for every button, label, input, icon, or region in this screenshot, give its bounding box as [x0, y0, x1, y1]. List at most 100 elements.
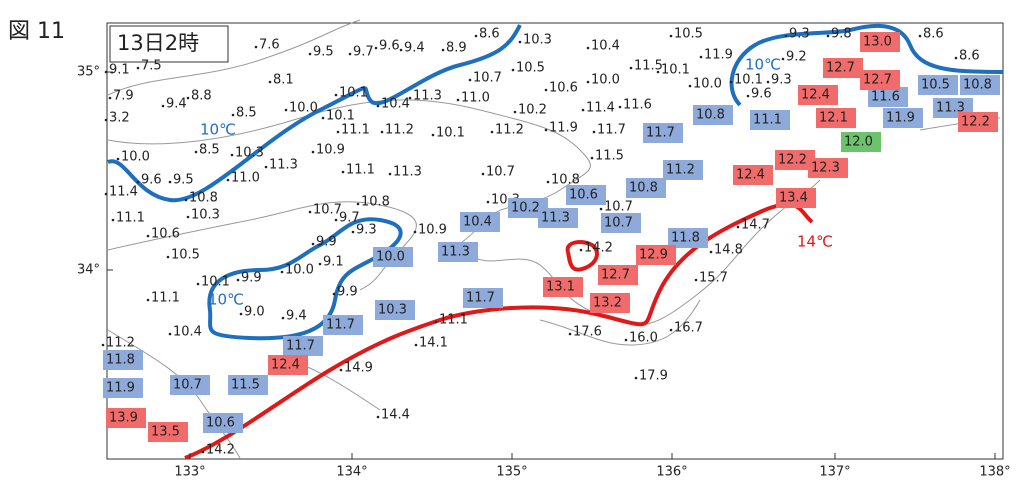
station-box — [323, 315, 363, 335]
station-value: 11.3 — [936, 101, 965, 116]
station-value: 12.7 — [826, 61, 855, 76]
station-dot — [513, 110, 517, 114]
station-dot — [161, 104, 165, 108]
station-dot — [376, 104, 380, 108]
station-dot — [388, 172, 392, 176]
station-value: 12.7 — [601, 268, 630, 283]
station-box — [823, 58, 863, 78]
station-value: 10.0 — [285, 263, 314, 278]
station-dot — [166, 255, 170, 259]
station-value: 9.6 — [141, 173, 162, 188]
station-value: 11.3 — [269, 158, 298, 173]
station-value: 9.3 — [771, 73, 792, 88]
station-dot — [236, 278, 240, 282]
isotherm-label: 14℃ — [797, 233, 833, 251]
station-value: 8.6 — [479, 27, 500, 42]
station-dot — [268, 80, 272, 84]
station-dot — [781, 57, 785, 61]
station-value: 11.7 — [646, 126, 675, 141]
station-value: 10.8 — [696, 108, 725, 123]
station-dot — [581, 108, 585, 112]
station-dot — [456, 98, 460, 102]
station-dot — [341, 170, 345, 174]
lon-label: 137° — [819, 465, 850, 480]
station-box — [170, 375, 210, 395]
station-box — [375, 300, 415, 320]
station-value: 11.6 — [623, 98, 652, 113]
station-dot — [348, 52, 352, 56]
station-dot — [104, 70, 108, 74]
station-value: 7.6 — [259, 38, 280, 53]
station-value: 11.0 — [231, 171, 260, 186]
station-value: 10.1 — [436, 126, 465, 141]
figure-label: 図 11 — [8, 19, 65, 44]
station-dot — [239, 312, 243, 316]
station-value: 10.9 — [418, 223, 447, 238]
station-value: 11.7 — [466, 291, 495, 306]
station-box — [598, 265, 638, 285]
station-dot — [634, 376, 638, 380]
station-value: 14.1 — [419, 336, 448, 351]
lon-label: 136° — [656, 465, 687, 480]
station-value: 16.0 — [629, 331, 658, 346]
station-box — [798, 85, 838, 105]
station-value: 10.1 — [339, 86, 368, 101]
station-dot — [441, 48, 445, 52]
station-value: 10.7 — [313, 203, 342, 218]
station-dot — [688, 84, 692, 88]
station-box — [626, 178, 666, 198]
station-dot — [729, 80, 733, 84]
station-value: 10.4 — [591, 39, 620, 54]
station-value: 12.9 — [639, 248, 668, 263]
station-value: 10.6 — [569, 188, 598, 203]
station-dot — [116, 157, 120, 161]
station-value: 10.0 — [591, 73, 620, 88]
station-box — [860, 32, 900, 52]
station-value: 11.7 — [597, 123, 626, 138]
station-box — [538, 208, 578, 228]
station-value: 10.5 — [921, 78, 950, 93]
station-value: 8.6 — [959, 49, 980, 64]
station-value: 11.3 — [441, 245, 470, 260]
station-box — [883, 108, 923, 128]
station-dot — [481, 172, 485, 176]
station-box — [148, 422, 188, 442]
station-value: 13.5 — [151, 425, 180, 440]
station-value: 11.9 — [549, 121, 578, 136]
station-dot — [194, 150, 198, 154]
station-value: 10.1 — [201, 275, 230, 290]
station-box — [693, 105, 733, 125]
station-value: 12.4 — [736, 168, 765, 183]
station-dot — [146, 234, 150, 238]
station-value: 11.1 — [346, 163, 375, 178]
station-dot — [254, 45, 258, 49]
station-value: 11.1 — [753, 113, 782, 128]
station-dot — [413, 230, 417, 234]
station-value: 13.4 — [779, 191, 808, 206]
isotherm-label: 10℃ — [200, 121, 236, 139]
station-box — [601, 213, 641, 233]
station-box — [776, 188, 816, 208]
station-value: 10.8 — [963, 78, 992, 93]
station-value: 8.9 — [446, 41, 467, 56]
station-value: 11.3 — [541, 211, 570, 226]
station-value: 11.0 — [461, 91, 490, 106]
axes: 35° 34° 133° 134° 135° 136° 137° 138° — [77, 65, 1011, 480]
station-dot — [699, 55, 703, 59]
station-value: 10.2 — [511, 201, 540, 216]
station-value: 7.9 — [113, 89, 134, 104]
station-dot — [334, 93, 338, 97]
station-value: 14.4 — [381, 408, 410, 423]
station-value: 10.4 — [381, 97, 410, 112]
station-box — [438, 242, 478, 262]
station-dot — [656, 70, 660, 74]
station-value: 9.4 — [166, 97, 187, 112]
station-dot — [321, 116, 325, 120]
station-value: 13.0 — [863, 35, 892, 50]
station-dot — [518, 40, 522, 44]
station-value: 12.3 — [811, 161, 840, 176]
station-dot — [590, 156, 594, 160]
station-value: 10.3 — [191, 208, 220, 223]
station-box — [106, 408, 146, 428]
station-value: 11.3 — [413, 89, 442, 104]
